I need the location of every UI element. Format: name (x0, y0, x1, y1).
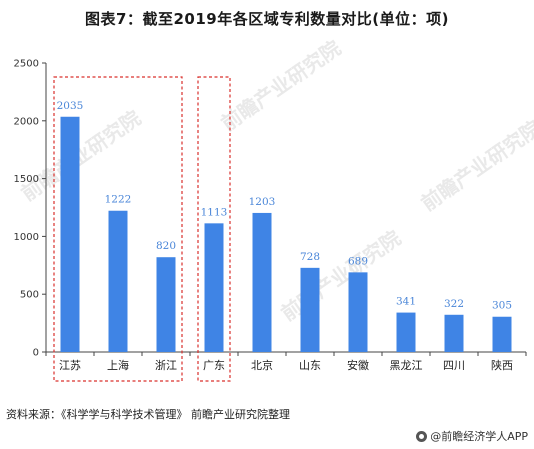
data-label: 322 (444, 298, 464, 310)
highlight-boxes (53, 76, 231, 382)
category-label: 江苏 (59, 359, 81, 372)
bar (348, 272, 368, 352)
data-label: 728 (300, 251, 320, 263)
category-label: 北京 (251, 358, 273, 372)
bar (444, 314, 464, 352)
y-tick-label: 500 (20, 290, 39, 301)
data-label: 1222 (105, 194, 132, 206)
data-label: 1113 (201, 206, 228, 218)
brand-logo-icon (416, 430, 428, 442)
y-tick-label: 2000 (14, 116, 39, 127)
bar-chart: 0 500 1000 1500 2000 2500 2035 江苏 1222 上海 820 浙江 11… (14, 59, 527, 382)
data-label: 689 (348, 255, 368, 267)
highlight-box (53, 76, 183, 382)
bar (396, 312, 416, 352)
y-tick-label: 1500 (14, 174, 39, 185)
highlight-box (197, 76, 231, 382)
chart-title: 图表7：截至2019年各区域专利数量对比(单位：项) (85, 10, 449, 28)
bar (492, 316, 512, 352)
data-label: 305 (492, 300, 512, 312)
category-label: 浙江 (155, 359, 177, 372)
bars (60, 116, 512, 352)
source-note: 资料来源：《科学学与科学技术管理》 前瞻产业研究院整理 (6, 408, 290, 421)
data-label: 2035 (57, 100, 84, 112)
bar (108, 210, 128, 352)
category-label: 黑龙江 (390, 359, 423, 372)
y-tick-label: 0 (33, 348, 39, 359)
bar (204, 223, 224, 352)
y-tick-label: 2500 (14, 59, 39, 70)
data-label: 341 (396, 296, 416, 308)
category-label: 山东 (299, 359, 321, 372)
labels: 2035 江苏 1222 上海 820 浙江 1113 广东 1203 北京 728 山东 689 安徽 3… (57, 100, 513, 372)
category-label: 安徽 (347, 358, 369, 372)
data-label: 820 (156, 240, 176, 252)
category-label: 陕西 (491, 358, 513, 372)
bar (252, 212, 272, 352)
bar (300, 267, 320, 352)
bar (156, 257, 176, 352)
y-tick-label: 1000 (14, 232, 39, 243)
category-label: 上海 (107, 358, 129, 372)
brand-text: @前瞻经济学人APP (430, 430, 528, 443)
bar (60, 116, 80, 352)
data-label: 1203 (249, 196, 276, 208)
category-label: 四川 (443, 359, 465, 372)
category-label: 广东 (203, 359, 225, 372)
brand-credit: @前瞻经济学人APP (416, 428, 528, 444)
